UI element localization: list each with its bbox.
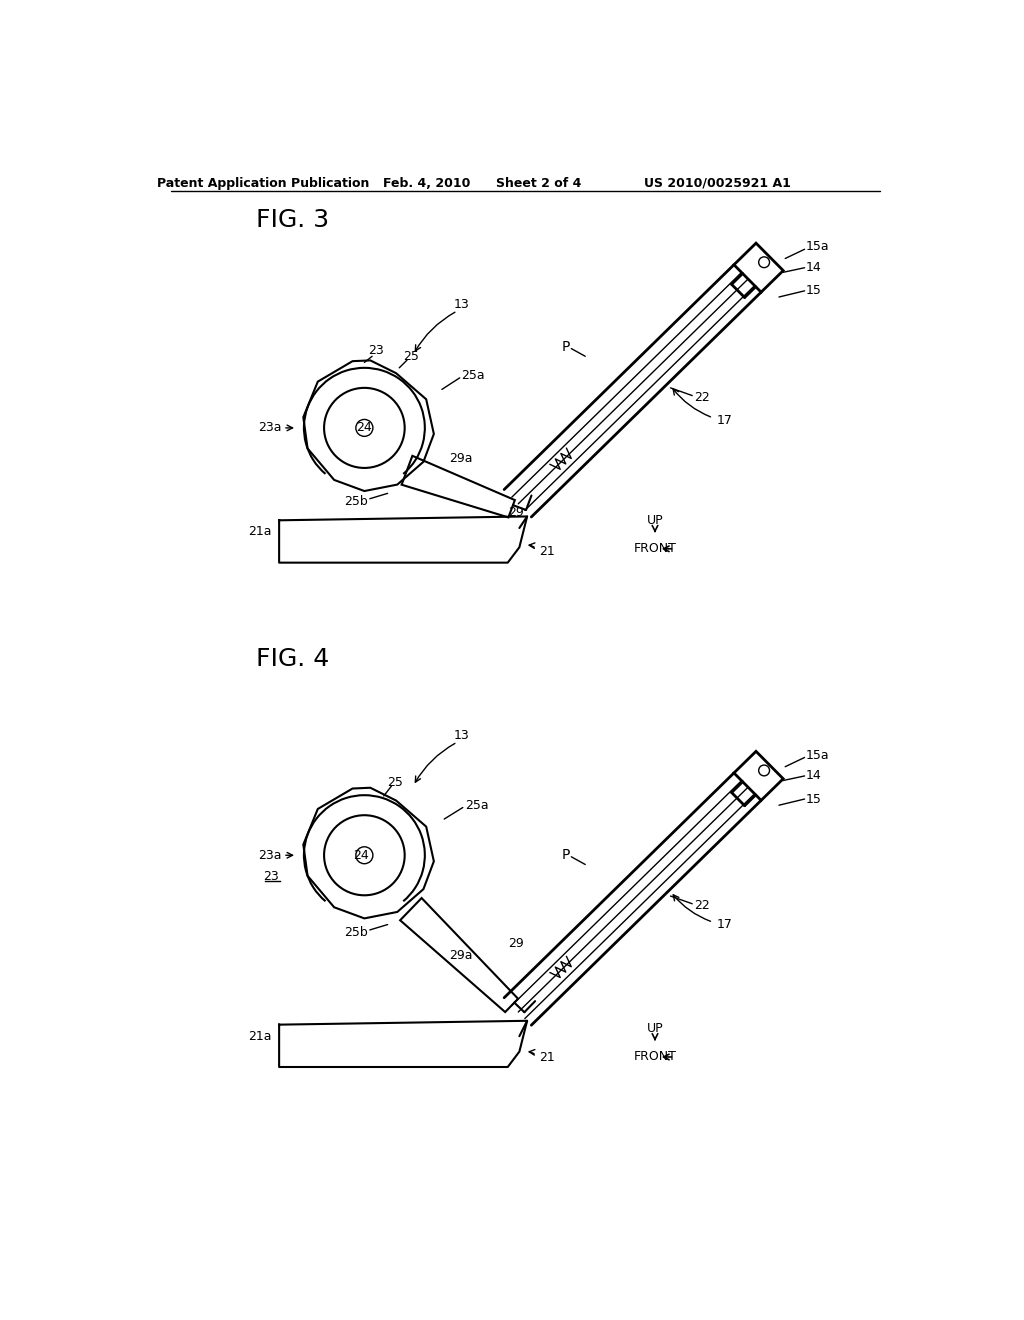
Text: 15a: 15a: [806, 748, 829, 762]
Text: UP: UP: [647, 513, 664, 527]
Text: 24: 24: [356, 421, 373, 434]
Text: 23: 23: [263, 870, 280, 883]
Text: P: P: [561, 341, 569, 354]
Text: 25a: 25a: [461, 370, 485, 381]
Text: Sheet 2 of 4: Sheet 2 of 4: [496, 177, 582, 190]
Text: 29a: 29a: [450, 453, 473, 465]
Text: 14: 14: [806, 770, 822, 783]
Text: US 2010/0025921 A1: US 2010/0025921 A1: [643, 177, 791, 190]
Text: FRONT: FRONT: [634, 543, 677, 556]
Text: FIG. 3: FIG. 3: [256, 209, 329, 232]
Text: 25b: 25b: [344, 925, 369, 939]
Text: 23a: 23a: [258, 421, 282, 434]
Text: 29: 29: [508, 506, 523, 519]
Text: 15a: 15a: [806, 240, 829, 253]
Text: 25: 25: [387, 776, 403, 788]
Text: 25b: 25b: [344, 495, 369, 508]
Text: FRONT: FRONT: [634, 1051, 677, 1064]
Text: UP: UP: [647, 1022, 664, 1035]
Text: 23: 23: [368, 345, 384, 358]
Text: 25a: 25a: [465, 799, 488, 812]
Text: 15: 15: [806, 284, 822, 297]
Text: 21a: 21a: [248, 1030, 271, 1043]
Text: 24: 24: [352, 849, 369, 862]
Text: 13: 13: [454, 298, 469, 312]
Text: Feb. 4, 2010: Feb. 4, 2010: [383, 177, 470, 190]
Text: FIG. 4: FIG. 4: [256, 647, 329, 671]
Text: 17: 17: [717, 413, 733, 426]
Text: 21: 21: [539, 545, 555, 557]
Text: 25: 25: [402, 350, 419, 363]
Text: 29a: 29a: [450, 949, 473, 962]
Text: Patent Application Publication: Patent Application Publication: [158, 177, 370, 190]
Text: P: P: [561, 849, 569, 862]
Text: 21a: 21a: [248, 525, 271, 539]
Text: 14: 14: [806, 261, 822, 275]
Text: 13: 13: [454, 730, 469, 742]
Text: 15: 15: [806, 792, 822, 805]
Text: 21: 21: [539, 1051, 555, 1064]
Text: 22: 22: [693, 899, 710, 912]
Text: 17: 17: [717, 917, 733, 931]
Text: 22: 22: [693, 391, 710, 404]
Text: 29: 29: [508, 937, 523, 950]
Text: 23a: 23a: [258, 849, 282, 862]
